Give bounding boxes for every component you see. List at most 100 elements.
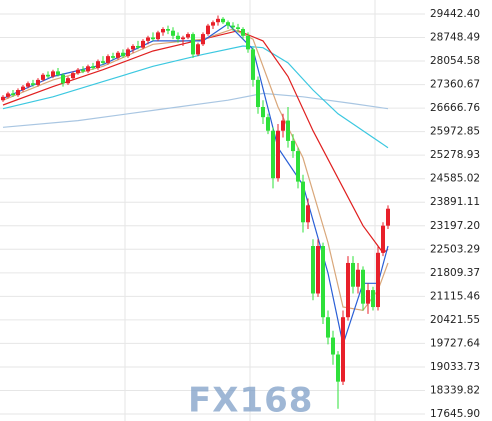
- y-axis: 29442.40 28748.49 28054.58 27360.67 26666.76…: [430, 8, 480, 420]
- candle-body: [191, 34, 195, 55]
- candle-body: [71, 73, 75, 79]
- candle-body: [11, 93, 15, 96]
- y-tick-label: 21115.46: [430, 290, 480, 302]
- candle-body: [281, 120, 285, 131]
- candle-body: [306, 205, 310, 223]
- candle-body: [326, 317, 330, 338]
- candle-body: [331, 337, 335, 355]
- candle-body: [51, 71, 55, 77]
- plot: [1, 15, 390, 409]
- y-tick-label: 26666.76: [430, 102, 480, 114]
- candle-body: [166, 29, 170, 31]
- candle-body: [101, 61, 105, 63]
- candle-body: [76, 69, 80, 74]
- candle-body: [131, 45, 135, 50]
- candle-body: [181, 37, 185, 40]
- candle-body: [256, 79, 260, 107]
- candle-body: [381, 225, 385, 253]
- candle-body: [196, 44, 200, 55]
- candle-body: [136, 45, 140, 48]
- candle-body: [361, 269, 365, 304]
- candle-body: [201, 34, 205, 45]
- ma-line: [2, 28, 389, 312]
- y-tick-label: 27360.67: [430, 79, 480, 91]
- candle-body: [206, 25, 210, 35]
- y-tick-label: 19033.73: [430, 361, 480, 373]
- candle-body: [216, 18, 220, 23]
- candle-body: [121, 52, 125, 57]
- candle-body: [226, 22, 230, 26]
- candle-body: [31, 83, 35, 85]
- candle-body: [211, 22, 215, 26]
- candle-body: [236, 27, 240, 30]
- candle-body: [156, 32, 160, 40]
- candle-body: [41, 74, 45, 80]
- ma-line: [2, 23, 389, 347]
- candle-body: [81, 69, 85, 72]
- candle-body: [66, 78, 70, 84]
- candle-body: [246, 35, 250, 50]
- candle-body: [91, 66, 95, 68]
- ma-line: [2, 45, 389, 149]
- candle-body: [1, 96, 5, 101]
- candle-body: [151, 37, 155, 40]
- candle-body: [346, 262, 350, 318]
- y-tick-label: 23197.20: [430, 220, 480, 232]
- candle-body: [386, 208, 390, 226]
- candle-body: [61, 74, 65, 84]
- candle-body: [371, 290, 375, 308]
- y-tick-label: 25972.85: [430, 126, 480, 138]
- candle-body: [36, 79, 40, 85]
- candle-body: [26, 83, 30, 87]
- candle-body: [291, 140, 295, 152]
- candle-body: [176, 35, 180, 40]
- candle-body: [376, 252, 380, 308]
- candle-body: [141, 40, 145, 48]
- candle-body: [351, 262, 355, 287]
- vertical-grid: [124, 0, 376, 421]
- candle-body: [86, 66, 90, 72]
- y-tick-label: 17645.90: [430, 408, 480, 420]
- candle-body: [221, 18, 225, 23]
- h-grid: [0, 13, 425, 415]
- ma-line: [2, 92, 389, 128]
- candle-body: [146, 37, 150, 41]
- watermark: FX168: [188, 381, 313, 421]
- y-tick-label: 21809.37: [430, 267, 480, 279]
- candle-body: [241, 29, 245, 36]
- candle-body: [286, 120, 290, 141]
- candle-body: [341, 317, 345, 382]
- y-tick-label: 18339.82: [430, 384, 480, 396]
- y-tick-label: 28748.49: [430, 32, 480, 44]
- candle-body: [186, 34, 190, 38]
- candle-body: [336, 354, 340, 382]
- candle-body: [276, 130, 280, 179]
- candle-body: [366, 290, 370, 304]
- candle-body: [321, 246, 325, 318]
- candle-body: [21, 86, 25, 91]
- candle-body: [261, 106, 265, 118]
- candle-body: [106, 56, 110, 63]
- candle-body: [111, 56, 115, 58]
- candle-body: [6, 93, 10, 97]
- ma-line: [2, 30, 389, 254]
- candle-body: [56, 71, 60, 75]
- candle-body: [266, 117, 270, 131]
- candle-body: [271, 130, 275, 179]
- candle-body: [16, 90, 20, 96]
- candle-body: [311, 246, 315, 294]
- candle-body: [46, 74, 50, 77]
- candle-body: [171, 30, 175, 36]
- candle-body: [96, 61, 100, 68]
- candle-body: [126, 49, 130, 57]
- y-tick-label: 25278.93: [430, 149, 480, 161]
- candle-body: [161, 29, 165, 33]
- candle-body: [251, 49, 255, 80]
- candle-body: [316, 246, 320, 294]
- y-tick-label: 29442.40: [430, 8, 480, 20]
- candle-body: [116, 52, 120, 58]
- y-tick-label: 22503.29: [430, 243, 480, 255]
- y-tick-label: 28054.58: [430, 55, 480, 67]
- y-tick-label: 24585.02: [430, 173, 480, 185]
